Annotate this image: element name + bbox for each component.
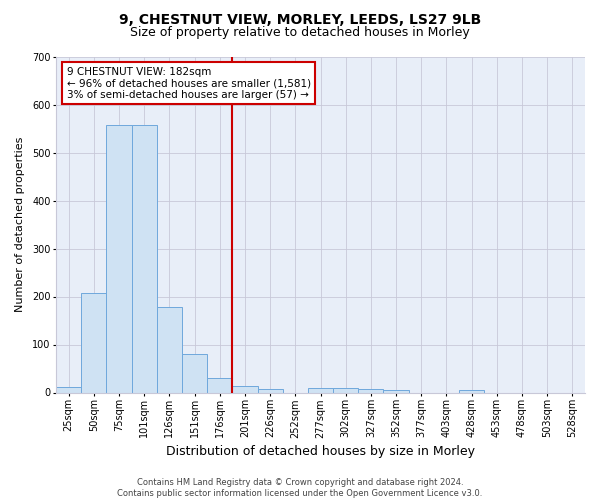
Bar (257, 388, 283, 392)
Text: Contains HM Land Registry data © Crown copyright and database right 2024.
Contai: Contains HM Land Registry data © Crown c… (118, 478, 482, 498)
Bar (131, 125, 157, 392)
Bar (182, 354, 207, 393)
Bar (308, 388, 333, 392)
Bar (56, 387, 81, 392)
Text: 9 CHESTNUT VIEW: 182sqm
← 96% of detached houses are smaller (1,581)
3% of semi-: 9 CHESTNUT VIEW: 182sqm ← 96% of detache… (67, 66, 311, 100)
Bar (81, 293, 106, 392)
Bar (333, 388, 358, 392)
Bar (106, 125, 131, 392)
Y-axis label: Number of detached properties: Number of detached properties (15, 137, 25, 312)
Text: 9, CHESTNUT VIEW, MORLEY, LEEDS, LS27 9LB: 9, CHESTNUT VIEW, MORLEY, LEEDS, LS27 9L… (119, 12, 481, 26)
Bar (157, 307, 182, 392)
Bar (459, 390, 484, 392)
X-axis label: Distribution of detached houses by size in Morley: Distribution of detached houses by size … (166, 444, 475, 458)
Bar (232, 386, 257, 392)
Bar (383, 390, 409, 392)
Text: Size of property relative to detached houses in Morley: Size of property relative to detached ho… (130, 26, 470, 39)
Bar (358, 388, 383, 392)
Bar (207, 378, 232, 392)
